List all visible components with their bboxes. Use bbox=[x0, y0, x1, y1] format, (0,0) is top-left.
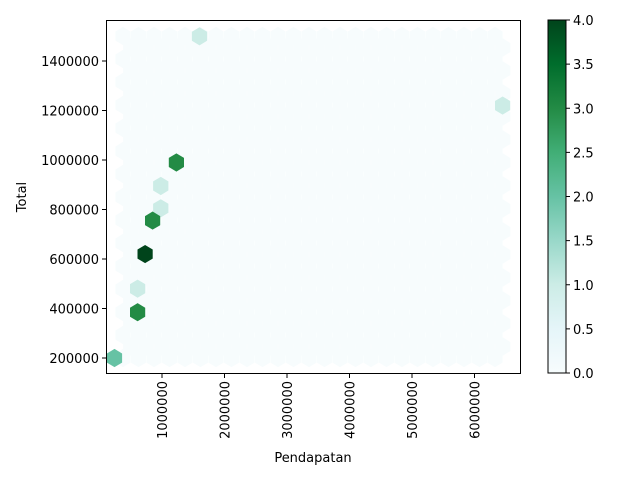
y-axis-label: Total bbox=[15, 182, 30, 213]
hex-bin bbox=[130, 279, 146, 298]
x-axis: 1000000 2000000 3000000 4000000 5000000 60000… bbox=[156, 374, 484, 439]
y-tick-label: 1000000 bbox=[41, 154, 99, 169]
hex-bin bbox=[191, 27, 208, 46]
colorbar-tick-label: 1.5 bbox=[573, 235, 594, 250]
hex-bins bbox=[106, 27, 511, 368]
colorbar-tick-label: 2.0 bbox=[573, 191, 594, 206]
x-tick-label: 2000000 bbox=[219, 381, 234, 439]
empty-hex-grid bbox=[115, 26, 511, 368]
plot-frame bbox=[106, 20, 521, 374]
y-tick-label: 600000 bbox=[49, 253, 99, 268]
hex-bin bbox=[153, 176, 169, 196]
hex-bin bbox=[153, 199, 169, 218]
hex-bin bbox=[145, 211, 161, 230]
x-tick-label: 3000000 bbox=[281, 381, 296, 439]
colorbar-tick-label: 1.0 bbox=[573, 279, 594, 294]
colorbar-tick-label: 0.5 bbox=[573, 323, 594, 338]
y-tick-label: 1400000 bbox=[41, 55, 99, 70]
colorbar-tick-label: 3.5 bbox=[573, 58, 594, 73]
colorbar-tick-label: 0.0 bbox=[573, 367, 594, 382]
x-tick-label: 1000000 bbox=[156, 381, 171, 439]
colorbar-tick-label: 2.5 bbox=[573, 146, 594, 161]
colorbar-tick-label: 3.0 bbox=[573, 102, 594, 117]
colorbar bbox=[547, 19, 567, 374]
hex-bin bbox=[168, 153, 184, 172]
x-tick-label: 4000000 bbox=[344, 381, 359, 439]
colorbar-ticks: 0.0 0.5 1.0 1.5 2.0 2.5 3.0 3.5 4.0 bbox=[566, 14, 594, 382]
hex-bin bbox=[106, 348, 123, 368]
hex-bin bbox=[495, 96, 511, 115]
y-axis: 200000 400000 600000 800000 1000000 1200000 14… bbox=[41, 55, 106, 367]
hex-bin bbox=[130, 303, 146, 322]
x-tick-label: 5000000 bbox=[406, 381, 421, 439]
y-tick-label: 800000 bbox=[49, 204, 99, 219]
y-tick-label: 200000 bbox=[49, 352, 99, 367]
x-axis-label: Pendapatan bbox=[274, 451, 351, 466]
y-tick-label: 1200000 bbox=[41, 105, 99, 120]
y-tick-label: 400000 bbox=[49, 303, 99, 318]
x-tick-label: 6000000 bbox=[469, 381, 484, 439]
colorbar-tick-label: 4.0 bbox=[573, 14, 594, 29]
hex-bin bbox=[137, 245, 153, 264]
